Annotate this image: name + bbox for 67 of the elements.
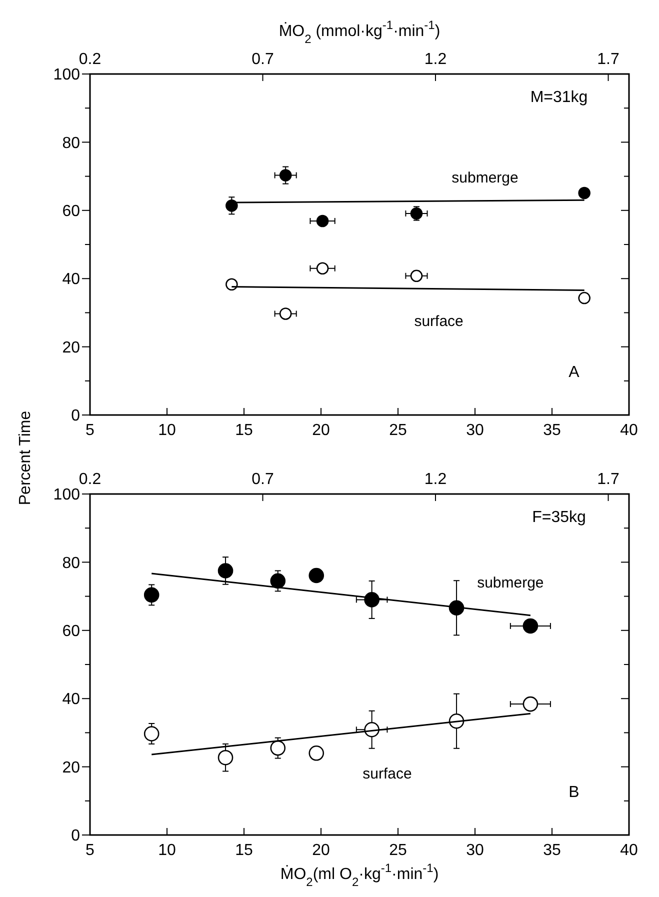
annotation: M=31kg — [530, 89, 588, 106]
point — [308, 568, 324, 584]
text: ṀO$_{2}$(ml O$_{2}$·kg$^{-1}$·min$^{-1}$) — [280, 861, 439, 889]
x-tick-label: 25 — [389, 842, 407, 859]
y-tick-label: 20 — [62, 759, 80, 776]
point — [144, 587, 160, 603]
point — [279, 308, 292, 320]
annotation: B — [568, 784, 580, 801]
y-tick-label: 100 — [53, 486, 80, 504]
x-tick-label: 5 — [86, 842, 95, 859]
point — [308, 746, 324, 761]
y-tick-label: 100 — [53, 66, 80, 84]
x2-tick-label: 1.2 — [424, 51, 447, 68]
x-tick-label: 25 — [389, 422, 407, 439]
point — [226, 199, 238, 212]
point — [270, 573, 286, 589]
point — [279, 169, 292, 182]
y-tick-label: 40 — [62, 691, 80, 708]
x2-tick-label: 0.2 — [78, 471, 102, 488]
x-tick-label: 5 — [86, 422, 95, 439]
text: submerge — [452, 170, 518, 187]
x-tick-label: 35 — [543, 422, 561, 439]
y-tick-label: 80 — [62, 554, 80, 572]
y-axis-title: Percent Time — [17, 410, 34, 506]
x-tick-label: 15 — [235, 842, 253, 859]
point — [578, 292, 590, 304]
x-tick-label: 10 — [158, 842, 176, 859]
x2-tick-label: 1.7 — [597, 51, 620, 68]
x-tick-label: 40 — [620, 842, 638, 859]
y-tick-label: 60 — [62, 623, 80, 640]
point — [578, 186, 590, 200]
y-tick-label: 20 — [62, 339, 80, 356]
x2-tick-label: 0.2 — [78, 51, 102, 68]
x-tick-label: 15 — [235, 422, 253, 439]
series-label: surface — [362, 765, 412, 782]
point — [316, 214, 329, 228]
x2-axis-title: ṀO$_{2}$ (mmol·kg$^{-1}$·min$^{-1}$) — [278, 18, 440, 46]
point — [218, 563, 234, 578]
point — [316, 262, 329, 275]
annotation: A — [568, 364, 580, 381]
x-tick-label: 10 — [158, 422, 176, 439]
text: surface — [414, 313, 464, 330]
y-tick-label: 0 — [71, 408, 80, 425]
x-tick-label: 20 — [312, 842, 330, 859]
x-tick-label: 30 — [466, 842, 484, 859]
point — [218, 750, 234, 766]
x2-tick-label: 1.2 — [424, 471, 447, 488]
x-tick-label: 40 — [620, 422, 638, 439]
point — [144, 726, 160, 742]
y-tick-label: 80 — [62, 134, 80, 152]
y-tick-label: 60 — [62, 203, 80, 220]
point — [270, 740, 286, 756]
point — [522, 618, 538, 634]
point — [410, 207, 423, 220]
point — [522, 696, 538, 712]
x-tick-label: 20 — [312, 422, 330, 439]
x2-tick-label: 0.7 — [252, 51, 274, 68]
x2-tick-label: 0.7 — [252, 471, 274, 488]
annotation: F=35kg — [532, 509, 586, 526]
x-tick-label: 35 — [543, 842, 561, 859]
series-label: submerge — [477, 574, 544, 592]
y-tick-label: 40 — [62, 271, 80, 288]
x2-tick-label: 1.7 — [597, 471, 620, 488]
point — [410, 270, 423, 282]
point — [226, 278, 238, 291]
x-tick-label: 30 — [466, 422, 484, 439]
y-tick-label: 0 — [71, 828, 80, 845]
